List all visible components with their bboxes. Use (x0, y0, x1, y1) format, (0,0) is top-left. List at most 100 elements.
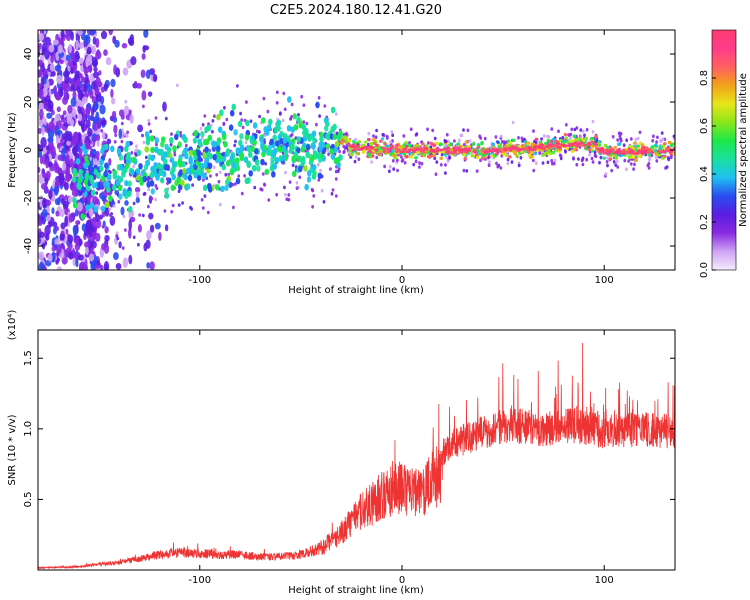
spectrogram-point (370, 160, 373, 164)
spectrogram-point (143, 242, 148, 252)
spectrogram-point (502, 152, 506, 157)
spectrogram-point (634, 158, 638, 162)
spectrogram-point (475, 169, 479, 173)
spectrogram-point (603, 143, 608, 148)
spectrogram-point (467, 147, 472, 151)
spectrogram-point (220, 185, 225, 193)
spectrogram-point (391, 159, 395, 163)
colorbar-gradient (711, 29, 737, 271)
spectrogram-point (56, 266, 62, 270)
spectrogram-point (178, 169, 184, 176)
spectrogram-point (78, 113, 83, 122)
spectrogram-point (510, 160, 514, 164)
spectrogram-point (562, 140, 567, 144)
spectrogram-point (225, 148, 231, 155)
spectrogram-point (431, 148, 436, 152)
snr-y-axis-label: SNR (10 * v/v) (7, 414, 18, 485)
spectrogram-point (338, 130, 343, 137)
spectrogram-point (112, 184, 117, 191)
spectrogram-point (301, 124, 307, 131)
spectrogram-point (661, 144, 665, 148)
spectrogram-point (111, 97, 116, 105)
spectrogram-point (161, 136, 166, 143)
spectrogram-point (244, 134, 250, 141)
spectrogram-point (144, 155, 148, 160)
spectrogram-point (317, 162, 320, 167)
spectrogram-point (96, 81, 103, 88)
spectrogram-point (293, 151, 298, 158)
spectrogram-point (288, 180, 292, 184)
spectrogram-point (193, 130, 199, 137)
spectrogram-point (287, 96, 292, 103)
spectrogram-point (653, 148, 658, 152)
spectrogram-point (95, 213, 100, 222)
spectrogram-point (135, 168, 141, 175)
spectrogram-point (81, 186, 86, 193)
spectrogram-point (126, 152, 131, 159)
spectrogram-point (67, 242, 73, 250)
spectrogram-point (208, 153, 213, 160)
spectrogram-point (96, 172, 101, 179)
spectrogram-point (218, 202, 222, 207)
spectrogram-point (306, 176, 312, 183)
spectrogram-point (360, 146, 365, 150)
spectrogram-point (61, 256, 68, 265)
spectrogram-point (583, 133, 586, 138)
spectrogram-point (587, 147, 592, 151)
spectrogram-point (332, 133, 337, 140)
spectrogram-point (564, 123, 568, 127)
spectrogram-point (196, 169, 202, 176)
spectrogram-point (155, 174, 160, 181)
spectrogram-point (216, 145, 221, 152)
spectrogram-point (121, 42, 128, 49)
spectrogram-point (55, 210, 60, 217)
spectrogram-point (568, 139, 572, 143)
spectrogram-point (634, 137, 638, 142)
spectrogram-point (334, 177, 338, 181)
spectrogram-point (461, 148, 466, 151)
spectrogram-point (274, 157, 280, 164)
spectrogram-point (302, 103, 306, 107)
snr-y-multiplier: (x10⁴) (7, 310, 18, 341)
spectrogram-point (388, 169, 391, 174)
spectrogram-point (86, 46, 92, 55)
spectrogram-x-tick-label: 0 (399, 275, 405, 286)
spectrogram-point (519, 155, 523, 160)
spectrogram-point (85, 57, 92, 66)
spectrogram-point (290, 102, 294, 107)
spectrogram-point (661, 156, 665, 160)
spectrogram-point (229, 168, 235, 176)
spectrogram-point (112, 204, 116, 208)
spectrogram-point (67, 234, 74, 244)
spectrogram-point (145, 138, 151, 146)
spectrogram-point (402, 152, 407, 156)
spectrogram-point (56, 74, 63, 85)
spectrogram-point (374, 148, 379, 152)
spectrogram-point (99, 165, 104, 172)
spectrogram-point (439, 163, 443, 167)
spectrogram-point (149, 224, 155, 233)
spectrogram-point (672, 152, 675, 156)
spectrogram-point (361, 150, 366, 154)
spectrogram-point (42, 87, 48, 97)
spectrogram-point (38, 213, 41, 220)
spectrogram-point (149, 261, 155, 270)
spectrogram-point (393, 156, 398, 160)
spectrogram-point (96, 138, 100, 148)
spectrogram-point (662, 150, 667, 153)
spectrogram-point (141, 133, 144, 138)
spectrogram-point (290, 126, 295, 133)
spectrogram-point (105, 57, 112, 66)
spectrogram-point (120, 206, 125, 216)
spectrogram-point (122, 257, 129, 268)
spectrogram-point (661, 137, 665, 142)
spectrogram-point (39, 108, 44, 120)
spectrogram-point (91, 95, 95, 99)
spectrogram-point (149, 68, 156, 76)
spectrogram-point (149, 171, 155, 179)
spectrogram-point (434, 172, 438, 176)
spectrogram-point (235, 177, 241, 185)
spectrogram-point (310, 155, 315, 162)
spectrogram-point (140, 69, 146, 78)
spectrogram-point (189, 205, 192, 210)
